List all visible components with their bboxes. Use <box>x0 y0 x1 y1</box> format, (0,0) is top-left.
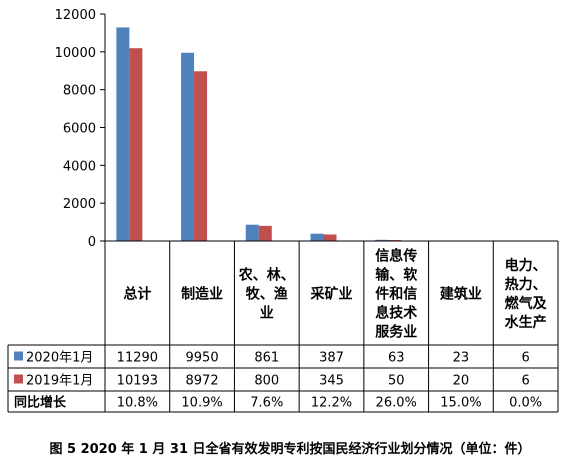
category-label: 件和信 <box>375 286 417 303</box>
category-label: 制造业 <box>181 286 223 303</box>
table-cell-series-2: 800 <box>254 374 279 389</box>
bar-series-1 <box>310 233 324 241</box>
category-label: 牧、渔 <box>246 286 288 303</box>
category-label: 水生产 <box>505 314 547 331</box>
chart-axes: 0 2000 4000 6000 8000 10000 12000 <box>55 8 106 250</box>
table-cell-growth: 10.8% <box>117 396 158 411</box>
y-tick-label: 8000 <box>63 84 96 99</box>
y-tick-label: 2000 <box>63 197 96 212</box>
table-cell-series-1: 11290 <box>117 351 158 366</box>
table-cell-growth: 12.2% <box>311 396 352 411</box>
category-label: 服务业 <box>375 324 417 341</box>
y-tick-label: 12000 <box>55 8 96 23</box>
category-label: 农、林、 <box>238 267 295 284</box>
legend-swatch-series-2 <box>14 374 23 384</box>
y-tick-label: 6000 <box>63 122 96 137</box>
chart-bars <box>116 27 531 242</box>
category-label: 热力、 <box>505 276 547 293</box>
category-label: 输、软 <box>375 267 418 284</box>
figure-caption: 图 5 2020 年 1 月 31 日全省有效发明专利按国民经济行业划分情况（单… <box>49 442 531 457</box>
legend-swatch-series-1 <box>14 351 23 361</box>
table-cell-growth: 26.0% <box>376 396 417 411</box>
table-cell-series-2: 50 <box>388 374 405 389</box>
category-label: 燃气及 <box>505 295 548 312</box>
table-cell-growth: 15.0% <box>440 396 481 411</box>
table-cell-series-1: 861 <box>254 351 279 366</box>
row-label-series-1: 2020年1月 <box>26 351 93 366</box>
category-label: 采矿业 <box>310 286 353 303</box>
bar-series-1 <box>181 52 195 241</box>
table-cell-series-1: 63 <box>388 351 405 366</box>
bar-series-2 <box>194 71 208 241</box>
table-cell-series-2: 20 <box>453 374 470 389</box>
table-cell-series-1: 9950 <box>186 351 219 366</box>
category-label: 信息传 <box>375 248 417 265</box>
bar-series-1 <box>245 224 259 241</box>
table-cell-growth: 7.6% <box>250 396 283 411</box>
y-tick-label: 4000 <box>63 159 96 174</box>
table-cell-series-2: 10193 <box>117 374 158 389</box>
row-label-series-2: 2019年1月 <box>26 374 93 389</box>
table-cell-series-2: 345 <box>319 374 344 389</box>
category-label: 建筑业 <box>440 286 482 303</box>
row-label-growth: 同比增长 <box>14 395 67 411</box>
bar-series-1 <box>375 239 389 241</box>
bar-series-1 <box>116 27 130 242</box>
category-label: 息技术 <box>375 305 417 322</box>
table-cell-series-2: 6 <box>522 374 530 389</box>
bar-series-2 <box>129 48 143 241</box>
bar-series-2 <box>323 234 337 241</box>
bar-series-2 <box>258 225 272 241</box>
table-cell-series-1: 387 <box>319 351 344 366</box>
table-cell-series-2: 8972 <box>186 374 219 389</box>
table-cell-growth: 0.0% <box>509 396 542 411</box>
table-cell-series-1: 6 <box>522 351 530 366</box>
category-label: 业 <box>260 306 274 322</box>
table-cell-growth: 10.9% <box>181 396 222 411</box>
category-label: 总计 <box>123 286 151 303</box>
table-cell-series-1: 23 <box>453 351 470 366</box>
y-tick-label: 10000 <box>55 46 96 61</box>
y-tick-label: 0 <box>88 235 96 250</box>
category-label: 电力、 <box>505 257 547 274</box>
